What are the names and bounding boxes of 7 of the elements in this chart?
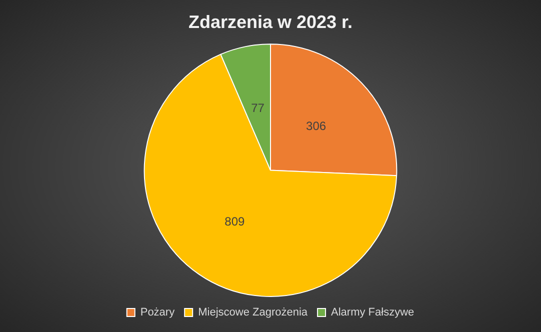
legend-label: Alarmy Fałszywe [331,306,414,319]
chart-title: Zdarzenia w 2023 r. [188,12,353,32]
data-label: 306 [306,118,326,133]
legend-label: Pożary [140,306,176,319]
data-label: 809 [224,214,246,229]
data-label: 77 [251,100,265,115]
legend-label: Miejscowe Zagrożenia [198,306,308,319]
